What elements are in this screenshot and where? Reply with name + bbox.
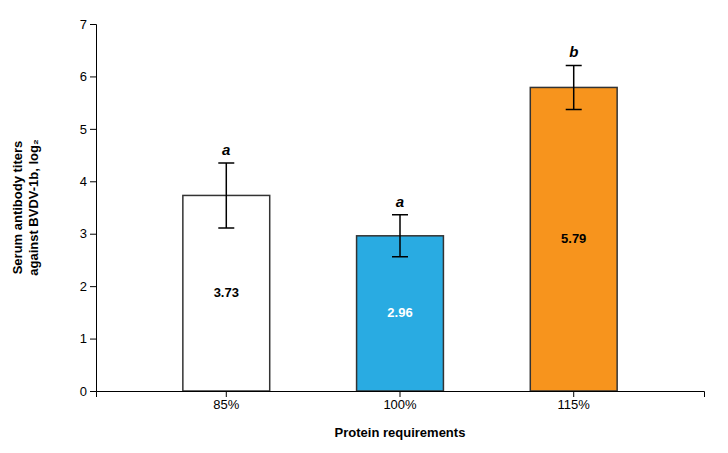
y-tick: 0 — [80, 384, 96, 399]
plot: 0 1 2 3 4 5 6 7 85% 100% 115% 3.73 2.96 5.79 a a b — [80, 17, 705, 413]
x-axis: 85% 100% 115% — [97, 391, 705, 412]
y-tick-label: 0 — [80, 384, 87, 399]
y-axis-line — [90, 25, 97, 392]
y-tick-mark — [90, 129, 96, 130]
y-tick: 6 — [80, 69, 96, 84]
data-label: 2.96 — [387, 305, 412, 320]
y-tick: 7 — [80, 17, 96, 32]
error-bar — [566, 65, 582, 109]
y-axis-title: Serum antibody titersagainst BVDV-1b, lo… — [10, 139, 41, 276]
data-label: 3.73 — [214, 285, 239, 300]
data-label: 5.79 — [561, 231, 586, 246]
y-tick-label: 2 — [80, 279, 87, 294]
y-tick-mark — [90, 391, 96, 392]
y-axis-title-line: Serum antibody titers — [10, 141, 25, 275]
marks — [183, 65, 617, 391]
error-bar — [392, 215, 408, 257]
annotation: b — [569, 43, 578, 60]
y-tick-mark — [90, 339, 96, 340]
x-tick: 85% — [213, 391, 239, 412]
x-tick-label: 115% — [558, 397, 591, 412]
y-tick-label: 4 — [80, 174, 87, 189]
bar — [530, 87, 617, 391]
y-tick: 5 — [80, 122, 96, 137]
annotation: a — [396, 193, 404, 210]
y-axis-title-line: against BVDV-1b, log₂ — [26, 139, 41, 276]
x-tick: 100% — [383, 391, 417, 412]
data-labels: 3.73 2.96 5.79 — [214, 231, 587, 320]
x-tick-mark — [573, 391, 574, 397]
y-tick-label: 6 — [80, 69, 87, 84]
y-tick: 2 — [80, 279, 96, 294]
y-tick: 3 — [80, 226, 96, 241]
x-tick: 115% — [558, 391, 591, 412]
y-tick-label: 3 — [80, 226, 87, 241]
x-axis-title: Protein requirements — [335, 425, 466, 440]
y-tick: 4 — [80, 174, 96, 189]
y-axis: 0 1 2 3 4 5 6 7 — [80, 17, 97, 399]
annotations: a a b — [222, 43, 578, 209]
error-bar — [218, 163, 234, 228]
annotation: a — [222, 141, 230, 158]
y-tick-mark — [90, 76, 96, 77]
x-axis-line — [97, 392, 705, 398]
y-tick-mark — [90, 234, 96, 235]
x-tick-mark — [226, 391, 227, 397]
y-tick-mark — [90, 286, 96, 287]
y-tick-label: 7 — [80, 17, 87, 32]
y-tick: 1 — [80, 331, 96, 346]
y-tick-mark — [90, 24, 96, 25]
bar — [357, 236, 444, 391]
x-tick-mark — [400, 391, 401, 397]
y-tick-label: 1 — [80, 331, 87, 346]
x-tick-label: 100% — [383, 397, 417, 412]
y-tick-label: 5 — [80, 122, 87, 137]
chart: 0 1 2 3 4 5 6 7 85% 100% 115% 3.73 2.96 5.79 a a b Protei… — [0, 0, 728, 453]
y-tick-mark — [90, 181, 96, 182]
x-tick-label: 85% — [213, 397, 239, 412]
